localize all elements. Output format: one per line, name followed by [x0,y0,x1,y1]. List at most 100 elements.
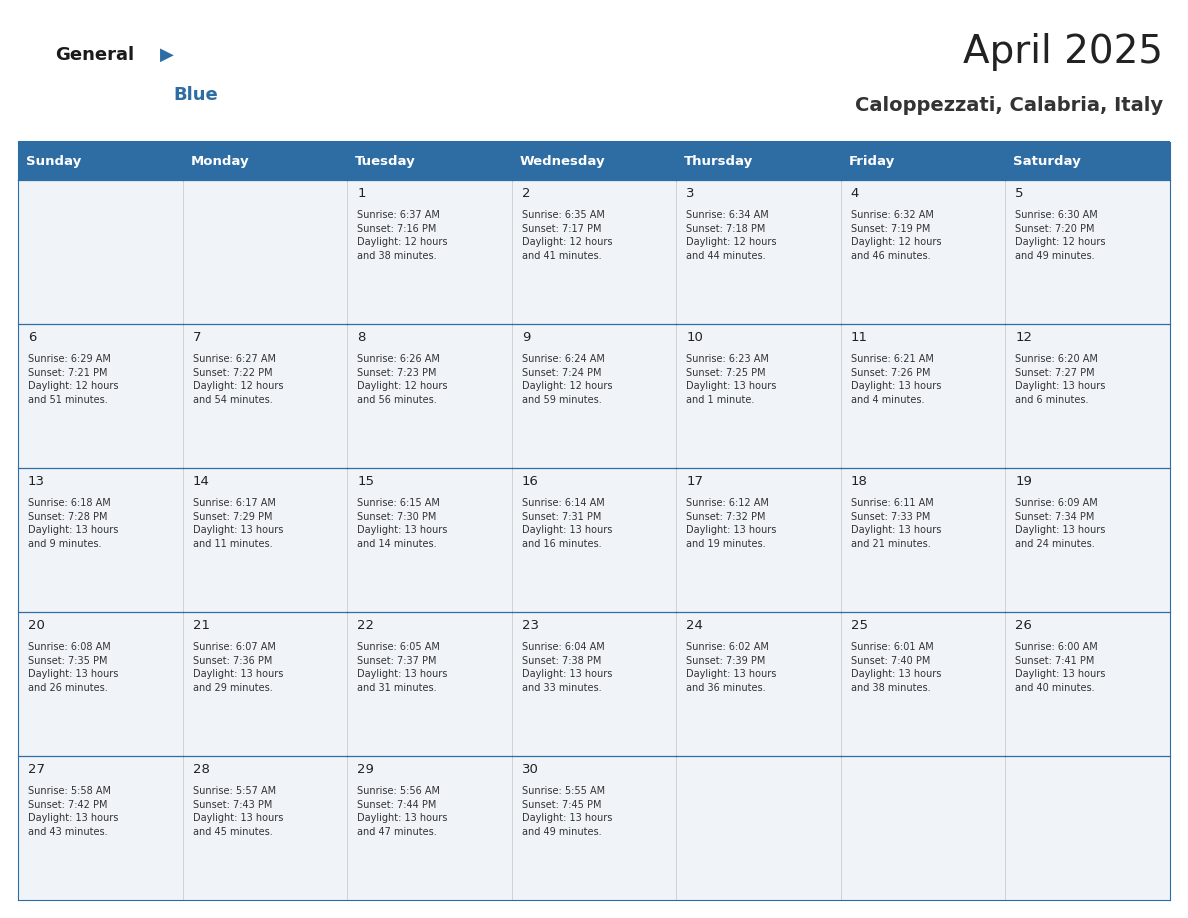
Text: Sunrise: 6:37 AM
Sunset: 7:16 PM
Daylight: 12 hours
and 38 minutes.: Sunrise: 6:37 AM Sunset: 7:16 PM Dayligh… [358,210,448,261]
Text: 14: 14 [192,475,209,488]
Text: 1: 1 [358,187,366,200]
Bar [183,612,347,756]
Bar [841,756,1005,900]
Bar [1005,756,1170,900]
Text: Sunrise: 6:12 AM
Sunset: 7:32 PM
Daylight: 13 hours
and 19 minutes.: Sunrise: 6:12 AM Sunset: 7:32 PM Dayligh… [687,498,777,549]
Bar [512,180,676,324]
Text: 13: 13 [29,475,45,488]
Text: Sunrise: 6:20 AM
Sunset: 7:27 PM
Daylight: 13 hours
and 6 minutes.: Sunrise: 6:20 AM Sunset: 7:27 PM Dayligh… [1016,354,1106,405]
Text: 7: 7 [192,331,201,344]
Text: 28: 28 [192,763,209,776]
Bar [1005,180,1170,324]
Text: Sunrise: 6:29 AM
Sunset: 7:21 PM
Daylight: 12 hours
and 51 minutes.: Sunrise: 6:29 AM Sunset: 7:21 PM Dayligh… [29,354,119,405]
Bar [1005,324,1170,468]
Text: Caloppezzati, Calabria, Italy: Caloppezzati, Calabria, Italy [855,95,1163,115]
Bar [347,324,512,468]
Bar [841,324,1005,468]
Text: Sunrise: 6:34 AM
Sunset: 7:18 PM
Daylight: 12 hours
and 44 minutes.: Sunrise: 6:34 AM Sunset: 7:18 PM Dayligh… [687,210,777,261]
Text: Sunrise: 6:17 AM
Sunset: 7:29 PM
Daylight: 13 hours
and 11 minutes.: Sunrise: 6:17 AM Sunset: 7:29 PM Dayligh… [192,498,283,549]
Text: Sunday: Sunday [26,154,81,167]
Text: Sunrise: 6:05 AM
Sunset: 7:37 PM
Daylight: 13 hours
and 31 minutes.: Sunrise: 6:05 AM Sunset: 7:37 PM Dayligh… [358,642,448,693]
Text: 22: 22 [358,619,374,632]
Text: Friday: Friday [849,154,895,167]
Bar [676,612,841,756]
Bar [676,468,841,612]
Text: 26: 26 [1016,619,1032,632]
Text: Sunrise: 6:04 AM
Sunset: 7:38 PM
Daylight: 13 hours
and 33 minutes.: Sunrise: 6:04 AM Sunset: 7:38 PM Dayligh… [522,642,612,693]
Text: 23: 23 [522,619,538,632]
Bar [18,180,183,324]
Text: 19: 19 [1016,475,1032,488]
Bar [347,142,512,180]
Text: Sunrise: 6:00 AM
Sunset: 7:41 PM
Daylight: 13 hours
and 40 minutes.: Sunrise: 6:00 AM Sunset: 7:41 PM Dayligh… [1016,642,1106,693]
Text: Sunrise: 6:35 AM
Sunset: 7:17 PM
Daylight: 12 hours
and 41 minutes.: Sunrise: 6:35 AM Sunset: 7:17 PM Dayligh… [522,210,612,261]
Text: Sunrise: 6:26 AM
Sunset: 7:23 PM
Daylight: 12 hours
and 56 minutes.: Sunrise: 6:26 AM Sunset: 7:23 PM Dayligh… [358,354,448,405]
Text: Monday: Monday [190,154,249,167]
Text: 24: 24 [687,619,703,632]
Text: Sunrise: 5:56 AM
Sunset: 7:44 PM
Daylight: 13 hours
and 47 minutes.: Sunrise: 5:56 AM Sunset: 7:44 PM Dayligh… [358,786,448,837]
Text: Sunrise: 6:15 AM
Sunset: 7:30 PM
Daylight: 13 hours
and 14 minutes.: Sunrise: 6:15 AM Sunset: 7:30 PM Dayligh… [358,498,448,549]
Text: 16: 16 [522,475,538,488]
Text: Sunrise: 6:14 AM
Sunset: 7:31 PM
Daylight: 13 hours
and 16 minutes.: Sunrise: 6:14 AM Sunset: 7:31 PM Dayligh… [522,498,612,549]
Text: 17: 17 [687,475,703,488]
Bar [841,612,1005,756]
Bar [183,142,347,180]
Bar [347,180,512,324]
Text: Sunrise: 6:18 AM
Sunset: 7:28 PM
Daylight: 13 hours
and 9 minutes.: Sunrise: 6:18 AM Sunset: 7:28 PM Dayligh… [29,498,119,549]
Bar [18,756,183,900]
Text: Blue: Blue [173,86,217,104]
Bar [512,324,676,468]
Text: Sunrise: 5:58 AM
Sunset: 7:42 PM
Daylight: 13 hours
and 43 minutes.: Sunrise: 5:58 AM Sunset: 7:42 PM Dayligh… [29,786,119,837]
Text: General: General [55,46,134,64]
Text: 2: 2 [522,187,530,200]
Text: 9: 9 [522,331,530,344]
Text: 25: 25 [851,619,868,632]
Text: Sunrise: 6:21 AM
Sunset: 7:26 PM
Daylight: 13 hours
and 4 minutes.: Sunrise: 6:21 AM Sunset: 7:26 PM Dayligh… [851,354,941,405]
Text: Sunrise: 6:32 AM
Sunset: 7:19 PM
Daylight: 12 hours
and 46 minutes.: Sunrise: 6:32 AM Sunset: 7:19 PM Dayligh… [851,210,941,261]
Text: Sunrise: 5:55 AM
Sunset: 7:45 PM
Daylight: 13 hours
and 49 minutes.: Sunrise: 5:55 AM Sunset: 7:45 PM Dayligh… [522,786,612,837]
Bar [183,324,347,468]
Bar [183,180,347,324]
Bar [512,756,676,900]
Text: Tuesday: Tuesday [355,154,416,167]
Bar [676,756,841,900]
Text: Sunrise: 6:23 AM
Sunset: 7:25 PM
Daylight: 13 hours
and 1 minute.: Sunrise: 6:23 AM Sunset: 7:25 PM Dayligh… [687,354,777,405]
Bar [1005,142,1170,180]
Text: 11: 11 [851,331,868,344]
Text: 8: 8 [358,331,366,344]
Text: Sunrise: 6:30 AM
Sunset: 7:20 PM
Daylight: 12 hours
and 49 minutes.: Sunrise: 6:30 AM Sunset: 7:20 PM Dayligh… [1016,210,1106,261]
Bar [512,468,676,612]
Bar [1005,468,1170,612]
Text: April 2025: April 2025 [963,33,1163,71]
Text: 3: 3 [687,187,695,200]
Text: 30: 30 [522,763,538,776]
Bar [1005,612,1170,756]
Text: Sunrise: 6:02 AM
Sunset: 7:39 PM
Daylight: 13 hours
and 36 minutes.: Sunrise: 6:02 AM Sunset: 7:39 PM Dayligh… [687,642,777,693]
Text: Sunrise: 5:57 AM
Sunset: 7:43 PM
Daylight: 13 hours
and 45 minutes.: Sunrise: 5:57 AM Sunset: 7:43 PM Dayligh… [192,786,283,837]
Bar [183,756,347,900]
Text: Wednesday: Wednesday [519,154,606,167]
Text: Sunrise: 6:24 AM
Sunset: 7:24 PM
Daylight: 12 hours
and 59 minutes.: Sunrise: 6:24 AM Sunset: 7:24 PM Dayligh… [522,354,612,405]
Text: Sunrise: 6:11 AM
Sunset: 7:33 PM
Daylight: 13 hours
and 21 minutes.: Sunrise: 6:11 AM Sunset: 7:33 PM Dayligh… [851,498,941,549]
Bar [18,468,183,612]
Text: 5: 5 [1016,187,1024,200]
Text: Saturday: Saturday [1013,154,1081,167]
Text: Sunrise: 6:07 AM
Sunset: 7:36 PM
Daylight: 13 hours
and 29 minutes.: Sunrise: 6:07 AM Sunset: 7:36 PM Dayligh… [192,642,283,693]
Text: Sunrise: 6:09 AM
Sunset: 7:34 PM
Daylight: 13 hours
and 24 minutes.: Sunrise: 6:09 AM Sunset: 7:34 PM Dayligh… [1016,498,1106,549]
Bar [512,142,676,180]
Bar [183,468,347,612]
Bar [512,612,676,756]
Text: 10: 10 [687,331,703,344]
Bar [18,142,183,180]
Text: 18: 18 [851,475,867,488]
Bar [676,142,841,180]
Text: 20: 20 [29,619,45,632]
Bar [347,468,512,612]
Text: 27: 27 [29,763,45,776]
Text: Sunrise: 6:01 AM
Sunset: 7:40 PM
Daylight: 13 hours
and 38 minutes.: Sunrise: 6:01 AM Sunset: 7:40 PM Dayligh… [851,642,941,693]
Text: 15: 15 [358,475,374,488]
Bar [18,324,183,468]
Bar [347,612,512,756]
Text: Sunrise: 6:08 AM
Sunset: 7:35 PM
Daylight: 13 hours
and 26 minutes.: Sunrise: 6:08 AM Sunset: 7:35 PM Dayligh… [29,642,119,693]
Bar [676,324,841,468]
